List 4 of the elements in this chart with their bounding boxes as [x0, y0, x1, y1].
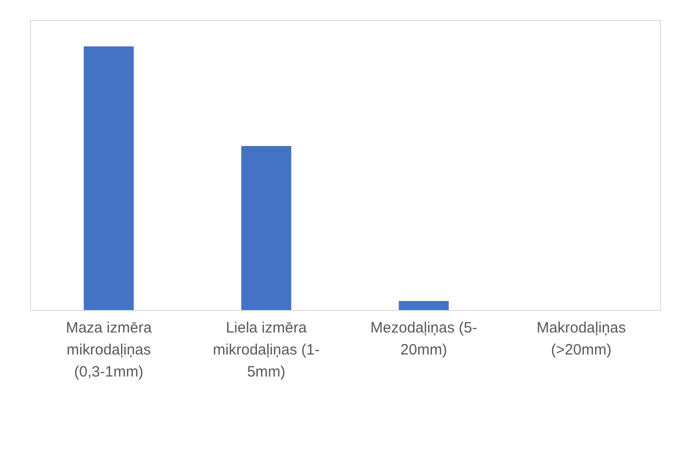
x-tick-label: Mezodaļiņas (5-20mm): [370, 320, 478, 358]
x-tick-label: Makrodaļiņas (>20mm): [536, 320, 626, 358]
x-tick-label: Maza izmēra mikrodaļiņas (0,3-1mm): [66, 320, 152, 380]
x-tick-label: Liela izmēra mikrodaļiņas (1-5mm): [212, 320, 320, 380]
